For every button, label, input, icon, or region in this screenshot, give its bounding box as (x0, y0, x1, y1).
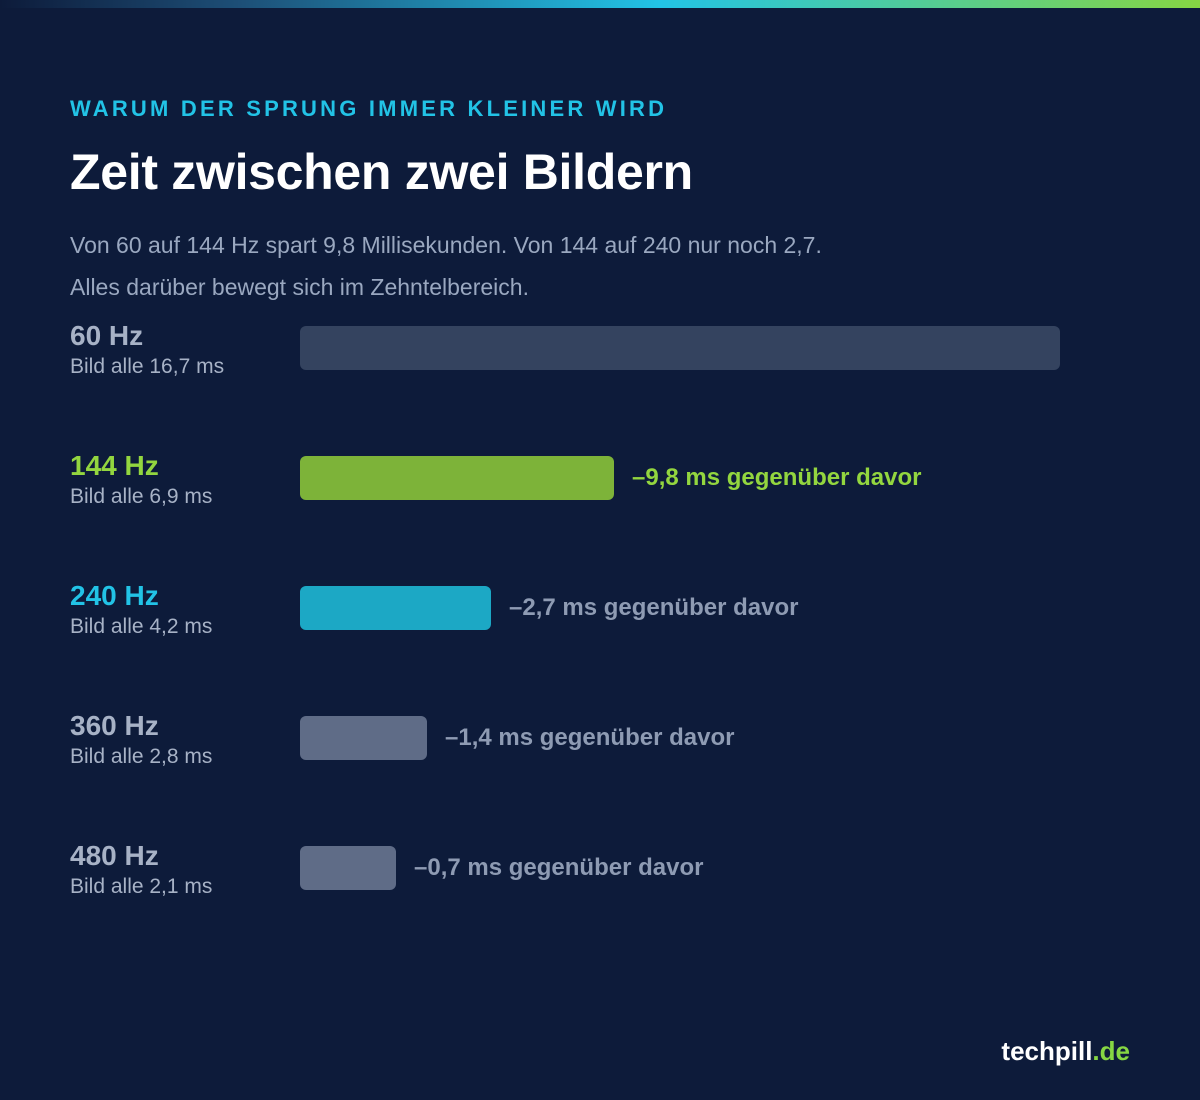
brand-logo: techpill.de (1001, 1036, 1130, 1067)
bar-row: 360 Hz Bild alle 2,8 ms –1,4 ms gegenüber … (0, 710, 1200, 810)
delta-label: –0,7 ms gegenüber davor (414, 854, 704, 881)
bar (300, 846, 396, 890)
brand-name: techpill (1001, 1036, 1093, 1066)
subtitle-line-2: Alles darüber bewegt sich im Zehntelbere… (70, 274, 529, 300)
category-label: 144 Hz (70, 450, 159, 481)
category-sublabel: Bild alle 2,8 ms (70, 745, 213, 768)
subtitle-line-1: Von 60 auf 144 Hz spart 9,8 Millisekunde… (70, 232, 822, 258)
category-label: 360 Hz (70, 710, 159, 741)
bar (300, 326, 1060, 370)
delta-label: –1,4 ms gegenüber davor (445, 724, 735, 751)
eyebrow-label: WARUM DER SPRUNG IMMER KLEINER WIRD (70, 96, 668, 121)
category-sublabel: Bild alle 4,2 ms (70, 615, 213, 638)
bar-row: 60 Hz Bild alle 16,7 ms (0, 320, 1200, 420)
brand-tld: .de (1092, 1036, 1130, 1066)
delta-label: –2,7 ms gegenüber davor (509, 594, 799, 621)
bar-row: 144 Hz Bild alle 6,9 ms –9,8 ms gegenüber … (0, 450, 1200, 550)
chart-subtitle: Von 60 auf 144 Hz spart 9,8 Millisekunde… (70, 224, 1130, 308)
bar (300, 456, 614, 500)
bar-row: 240 Hz Bild alle 4,2 ms –2,7 ms gegenüber … (0, 580, 1200, 680)
category-label: 240 Hz (70, 580, 159, 611)
top-accent-gradient (0, 0, 1200, 8)
bar (300, 716, 427, 760)
category-label: 60 Hz (70, 320, 144, 351)
category-label: 480 Hz (70, 840, 159, 871)
bar-row: 480 Hz Bild alle 2,1 ms –0,7 ms gegenüber … (0, 840, 1200, 940)
delta-label: –9,8 ms gegenüber davor (632, 464, 922, 491)
category-sublabel: Bild alle 16,7 ms (70, 355, 225, 378)
category-sublabel: Bild alle 6,9 ms (70, 485, 213, 508)
category-sublabel: Bild alle 2,1 ms (70, 875, 213, 898)
chart-title: Zeit zwischen zwei Bildern (70, 144, 693, 200)
bar (300, 586, 491, 630)
